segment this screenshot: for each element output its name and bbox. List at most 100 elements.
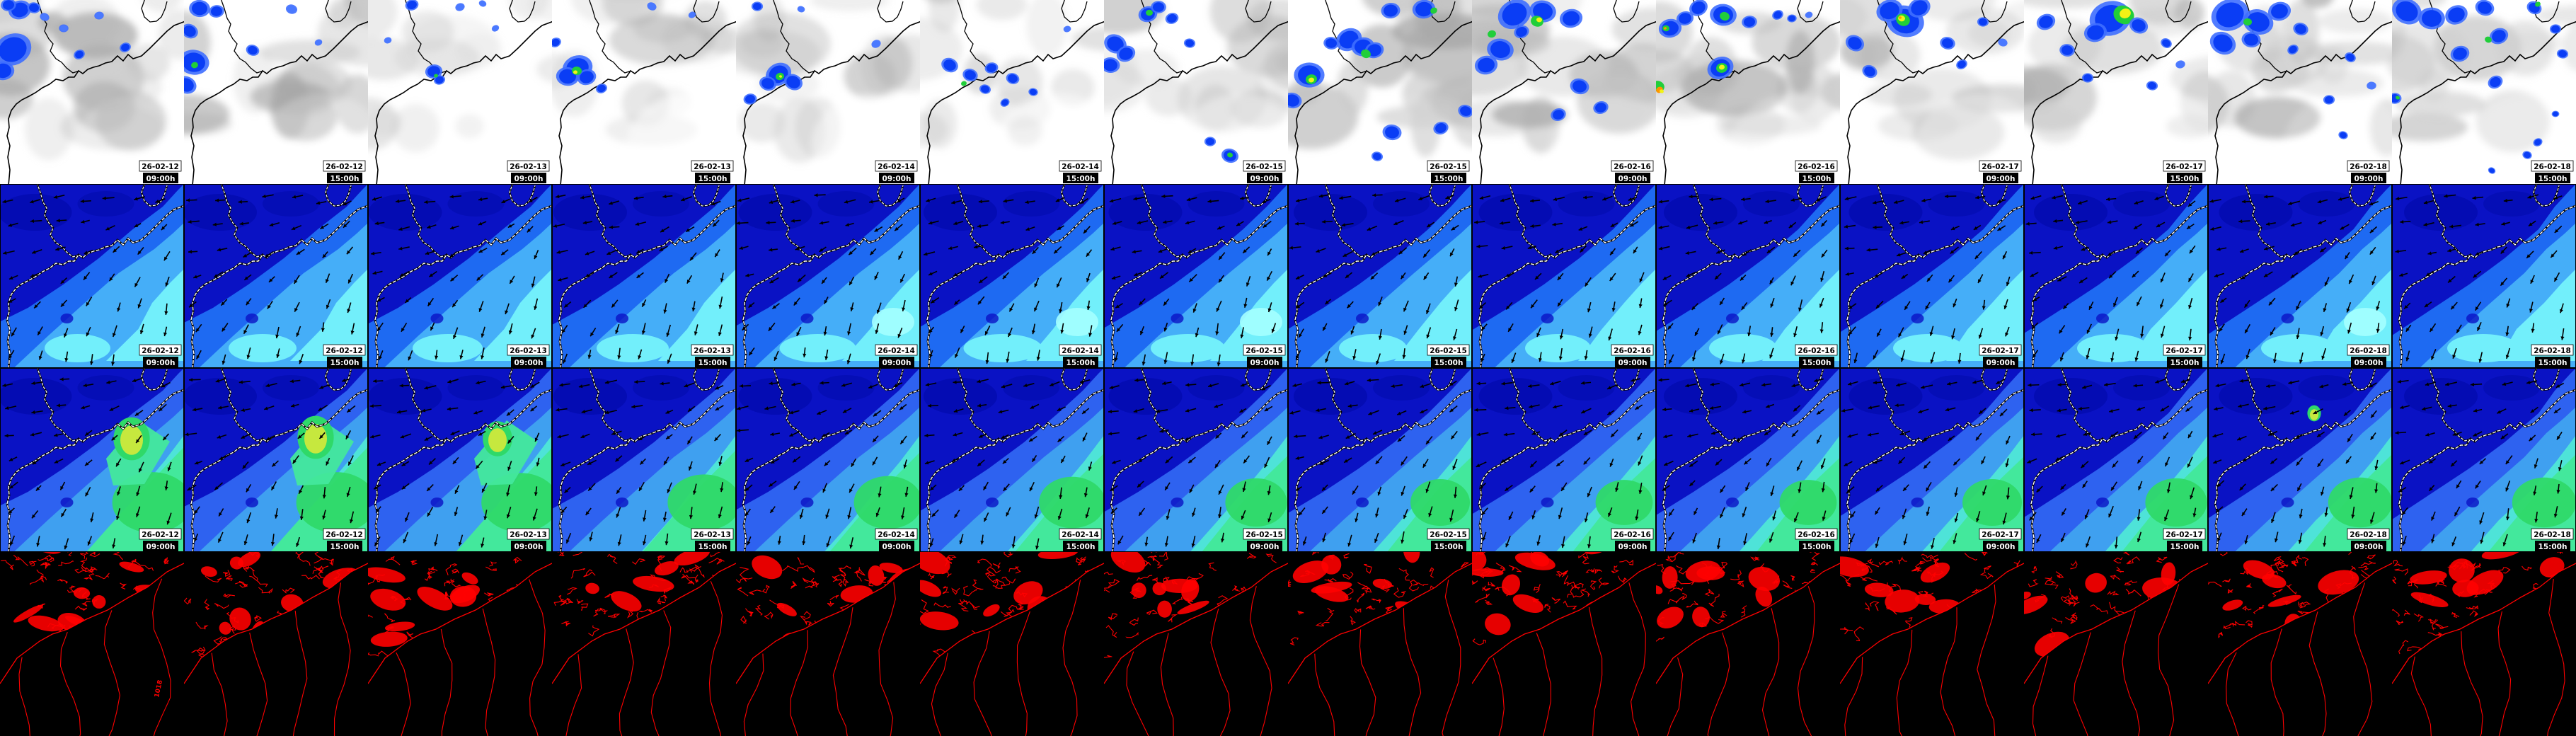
- wind-arrow-icon: [1215, 435, 1220, 439]
- wind-arrow-icon: [1318, 435, 1323, 439]
- wind-arrow-icon: [481, 355, 485, 360]
- wind-arrow-icon: [1904, 306, 1909, 310]
- wind-arrow-icon: [824, 461, 829, 466]
- wind-arrow-icon: [507, 224, 512, 228]
- wind-arrow-icon: [588, 486, 592, 491]
- wind-arrow-icon: [711, 202, 715, 206]
- wind-arrow-icon: [534, 492, 538, 496]
- wind-arrow-icon: [1109, 199, 1114, 203]
- wind-arrow-icon: [2323, 308, 2327, 312]
- wind-arrows: [186, 194, 355, 365]
- wind-arrow-icon: [85, 432, 89, 436]
- wind-arrow-icon: [1611, 307, 1616, 312]
- wind-arrow-icon: [1454, 306, 1459, 311]
- wind-arrow-icon: [1844, 246, 1848, 251]
- wind-arrow-icon: [1740, 277, 1744, 281]
- wind-arrow-icon: [1924, 464, 1928, 469]
- wind-arrow-icon: [2324, 512, 2328, 517]
- wind-arrow-icon: [1848, 330, 1853, 335]
- timestamp-time: 09:00h: [146, 175, 176, 183]
- wind-arrow-icon: [347, 408, 351, 413]
- timestamp-date: 26-02-14: [878, 347, 915, 355]
- timestamp-date: 26-02-12: [326, 531, 363, 539]
- wind-arrow-icon: [642, 541, 647, 546]
- wind-arrow-icon: [2423, 200, 2428, 205]
- wind-arrow-icon: [1736, 437, 1741, 442]
- wind-arrow-icon: [2003, 305, 2008, 309]
- timestamp-time: 15:00h: [1434, 359, 1464, 367]
- timestamp-time: 09:00h: [882, 543, 912, 551]
- wind-arrow-icon: [186, 198, 190, 202]
- wind-arrow-icon: [2338, 197, 2342, 201]
- wind-arrow-icon: [953, 222, 958, 226]
- wind-arrow-icon: [2473, 432, 2478, 437]
- wind-arrow-icon: [924, 461, 929, 465]
- cloud-layer: [1656, 1, 1840, 184]
- wind-arrow-icon: [2163, 435, 2167, 439]
- panel-cloud-precip-map-c8: 26-02-15 15:00h: [1288, 0, 1472, 184]
- wind-arrow-icon: [585, 511, 590, 515]
- panel-cloud-precip-map-c4: 26-02-13 15:00h: [552, 0, 736, 184]
- wind-arrow-icon: [2216, 509, 2220, 513]
- wind-arrow-icon: [2006, 282, 2010, 286]
- precip-blob: [184, 25, 196, 37]
- wind-arrow-icon: [117, 491, 121, 496]
- wind-arrow-icon: [1500, 459, 1505, 463]
- wind-arrow-icon: [2323, 543, 2327, 547]
- wind-arrow-icon: [977, 300, 982, 305]
- wind-arrow-icon: [2473, 274, 2478, 278]
- wind-arrow-icon: [2405, 328, 2410, 332]
- wind-arrow-icon: [558, 277, 562, 282]
- wind-arrow-icon: [56, 403, 61, 408]
- wind-arrow-icon: [1375, 460, 1380, 464]
- wind-arrow-icon: [1609, 463, 1614, 467]
- wind-arrow-icon: [187, 487, 192, 490]
- precip-blob: [2551, 25, 2560, 33]
- wind-arrow-icon: [1709, 197, 1713, 202]
- precip-blob: [1563, 11, 1580, 26]
- wind-arrow-icon: [1583, 431, 1588, 435]
- precip-blob: [41, 13, 48, 21]
- wind-arrow-icon: [1820, 277, 1824, 282]
- wind-arrow-icon: [396, 199, 400, 203]
- wind-arrow-icon: [1476, 464, 1480, 467]
- wind-arrow-icon: [2061, 538, 2064, 543]
- panel-wind-field-upper-map-c12: 26-02-17 15:00h: [2024, 184, 2208, 368]
- wind-arrow-icon: [1903, 541, 1907, 546]
- wind-arrow-icon: [825, 514, 829, 519]
- wind-arrow-icon: [1144, 542, 1149, 546]
- wind-arrow-icon: [2108, 513, 2112, 518]
- wind-arrow-icon: [1848, 381, 1852, 386]
- wind-arrow-icon: [1506, 305, 1510, 310]
- precip-blob: [1373, 152, 1381, 161]
- wind-arrow-icon: [294, 307, 298, 312]
- wind-arrow-icon: [1166, 515, 1170, 520]
- wind-arrow-icon: [427, 512, 431, 517]
- wind-arrow-icon: [1792, 432, 1796, 437]
- wind-arrow-icon: [1713, 221, 1718, 225]
- wind-arrows: [924, 379, 1093, 550]
- wind-arrow-icon: [10, 541, 14, 546]
- wind-arrow-icon: [1341, 223, 1346, 227]
- wind-arrows: [2209, 195, 2381, 364]
- wind-arrow-icon: [561, 329, 565, 333]
- coastline-red: [184, 563, 368, 684]
- wind-arrow-icon: [1003, 487, 1007, 491]
- wind-arrow-icon: [1116, 328, 1121, 332]
- wind-arrow-icon: [265, 384, 270, 388]
- wind-arrow-icon: [925, 382, 930, 386]
- wind-arrow-icon: [1538, 357, 1543, 362]
- wind-arrow-icon: [1770, 492, 1774, 496]
- wind-arrow-icon: [2371, 281, 2376, 285]
- wind-arrow-icon: [1788, 224, 1793, 229]
- wind-arrow-icon: [1903, 487, 1907, 491]
- wind-arrow-icon: [1088, 466, 1092, 471]
- precip-blob: [2453, 47, 2467, 60]
- wind-arrow-icon: [564, 304, 568, 308]
- wind-arrow-icon: [1742, 410, 1747, 414]
- wind-arrow-icon: [1050, 382, 1054, 386]
- wind-arrow-icon: [2217, 537, 2221, 542]
- precip-blob: [2271, 4, 2288, 19]
